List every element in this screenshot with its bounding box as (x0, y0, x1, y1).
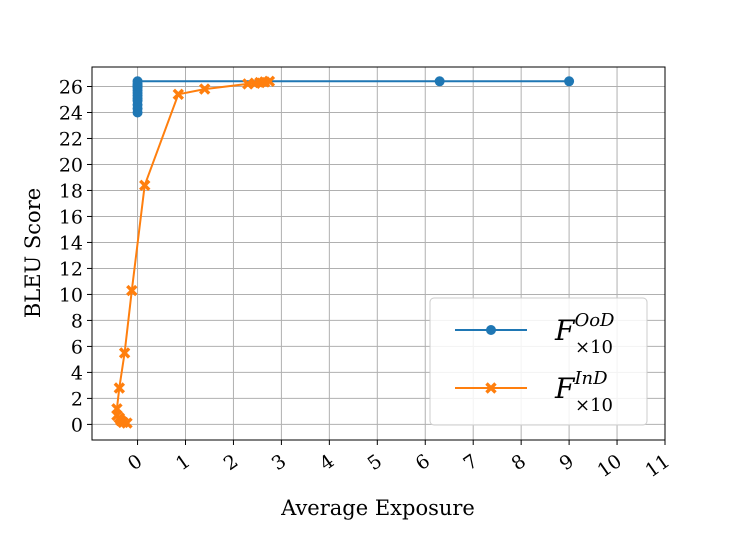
y-tick-label: 12 (59, 258, 83, 280)
y-tick-label: 20 (59, 154, 83, 176)
series-layer (111, 75, 575, 429)
y-tick-label: 6 (71, 336, 83, 358)
y-tick-label: 22 (59, 128, 83, 150)
x-tick-label: 10 (593, 450, 625, 482)
y-tick-label: 18 (59, 180, 83, 202)
data-point (139, 179, 151, 191)
x-tick-label: 0 (124, 450, 147, 475)
data-point (113, 382, 126, 394)
x-tick-label: 1 (172, 450, 195, 475)
data-point (434, 76, 445, 87)
y-tick-label: 24 (59, 102, 83, 124)
y-tick-label: 8 (71, 310, 83, 332)
y-tick-label: 16 (59, 206, 83, 228)
data-point (132, 76, 143, 87)
y-axis-label: BLEU Score (21, 188, 45, 318)
x-tick-label: 11 (641, 450, 673, 482)
x-tick-label: 6 (412, 450, 435, 475)
legend-item: FInD ×10 (455, 368, 613, 416)
data-point (263, 75, 276, 87)
x-tick-label: 3 (268, 450, 291, 475)
x-axis-label: Average Exposure (280, 496, 475, 520)
data-point (172, 88, 185, 100)
legend: FOoD ×10 FInD ×10 (429, 297, 648, 426)
data-point (118, 347, 131, 359)
legend-marker (485, 382, 497, 394)
y-tick-label: 10 (59, 284, 83, 306)
legend-label: FOoD ×10 (554, 310, 615, 358)
y-tick-label: 0 (71, 414, 83, 436)
data-point (126, 284, 138, 297)
data-point (111, 403, 123, 415)
data-point (198, 83, 211, 95)
x-tick-label: 8 (507, 450, 530, 475)
y-tick-label: 4 (71, 362, 83, 384)
legend-marker (486, 325, 496, 335)
x-tick-label: 9 (555, 450, 578, 475)
x-tick-label: 5 (364, 450, 387, 475)
data-point (564, 76, 575, 87)
series-0 (132, 76, 575, 118)
series-1 (111, 75, 276, 429)
y-tick-label: 2 (71, 388, 83, 410)
y-tick-label: 14 (59, 232, 83, 254)
x-tick-label: 7 (460, 450, 483, 475)
x-tick-label: 2 (220, 450, 243, 475)
legend-item: FOoD ×10 (455, 310, 615, 358)
plot-frame (91, 66, 666, 441)
legend-label: FInD ×10 (554, 368, 613, 416)
y-tick-label: 26 (59, 76, 83, 98)
x-tick-label: 4 (316, 450, 339, 475)
